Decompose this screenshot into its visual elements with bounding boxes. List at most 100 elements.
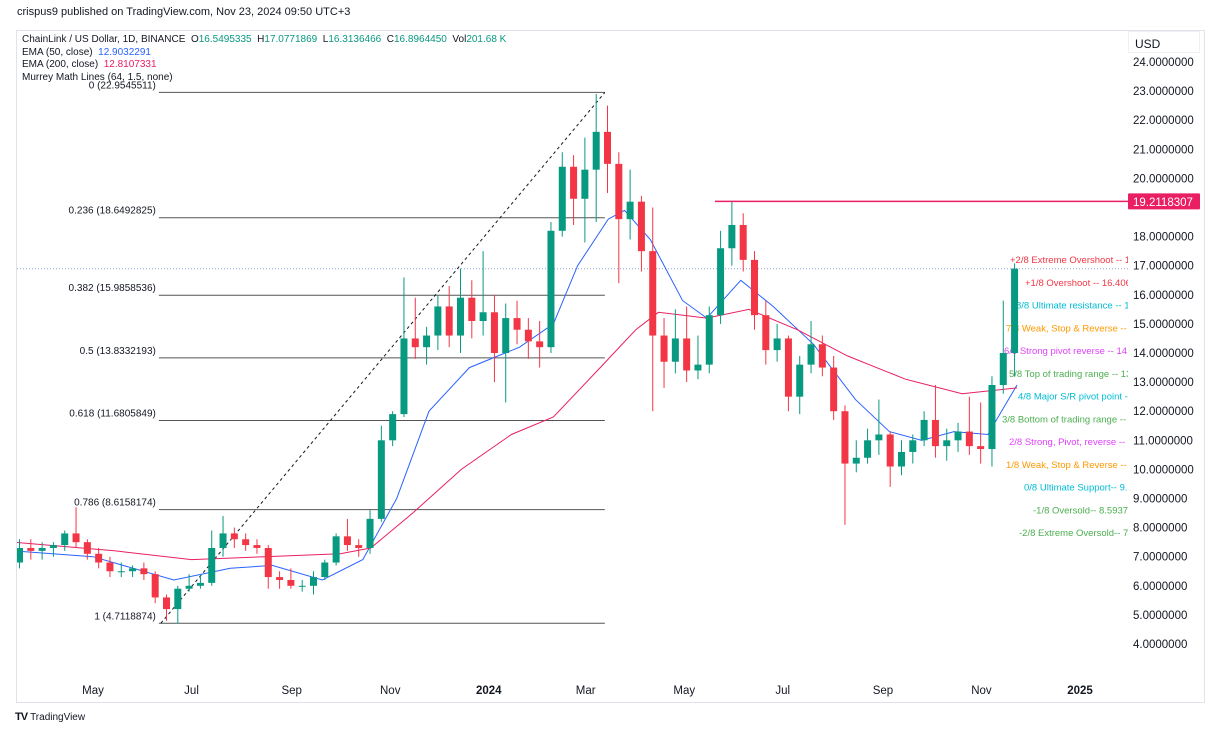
candle-down [490,294,498,383]
candle-body [163,597,170,610]
fib-label: 0.5 (13.8332193) [80,346,156,357]
candle-down [784,335,792,412]
candle-body [151,574,159,598]
candle-down [615,152,623,284]
candle-up [366,510,374,554]
candle-body [898,451,905,467]
time-tick-label: 2025 [1067,685,1093,697]
ema50-legend[interactable]: EMA (50, close) 12.9032291 [22,47,506,60]
candle-body [818,344,826,368]
candle-body [931,419,939,447]
price-tick-label: 10.0000000 [1133,464,1194,476]
candle-body [377,440,385,519]
price-tick-label: 9.0000000 [1133,494,1187,506]
candle-body [479,312,487,321]
candle-down [570,155,578,225]
candle-down [287,568,295,589]
candle-body [604,131,611,164]
candle-body [671,338,679,362]
candle-up [592,94,600,223]
candle-up [626,169,634,240]
candle-body [615,163,623,220]
murrey-level-label: 6/8 Strong pivot reverse -- 14 [1004,346,1127,357]
murrey-legend[interactable]: Murrey Math Lines (64, 1.5, none) [22,72,506,85]
high-label: H [257,34,265,45]
candle-body [117,571,125,573]
low-value: 16.3136466 [328,34,382,45]
fib-label: 0 (22.9545511) [89,80,156,91]
candle-down [230,527,238,548]
candle-up [898,440,905,476]
candle-down [762,300,770,365]
candle-down [95,547,103,569]
candle-body [717,248,725,316]
candle-body [954,431,962,441]
candle-up [400,277,408,418]
candle-body [637,201,645,252]
candle-body [445,306,453,336]
candle-body [513,318,521,330]
candle-body [875,434,883,441]
candle-body [276,577,284,580]
symbol-title[interactable]: ChainLink / US Dollar, 1D, BINANCE [22,34,186,45]
currency-label[interactable]: USD [1128,31,1200,53]
fib-label: 0.382 (15.9858536) [69,283,156,294]
candle-body [242,539,250,546]
candle-body [524,329,532,342]
price-tick-label: 7.0000000 [1133,552,1187,564]
candle-up [321,559,329,580]
candle-up [298,579,306,592]
candle-up [502,303,510,403]
candle-down [513,300,521,345]
candle-body [366,518,374,548]
close-value: 16.8964450 [394,34,447,45]
candle-body [61,533,69,546]
ema200-legend[interactable]: EMA (200, close) 12.8107331 [22,59,506,72]
candle-down [83,539,91,560]
price-tick-label: 11.0000000 [1133,435,1193,447]
candle-body [705,315,713,365]
candle-body [751,259,758,316]
price-marker-badge [1128,193,1200,210]
candle-up [208,530,216,586]
candle-up [547,222,555,353]
time-tick-label: Nov [380,685,401,697]
candle-body [321,562,329,578]
candle-up [219,515,227,557]
price-tick-label: 14.0000000 [1133,348,1194,360]
candle-down [524,318,532,359]
candle-body [129,568,137,572]
murrey-level-label: 2/8 Strong, Pivot, reverse -- 10 [1009,437,1138,448]
candle-body [287,579,295,586]
price-tick-label: 12.0000000 [1133,406,1194,418]
candle-up [581,137,589,243]
chart-pane[interactable] [16,30,1205,703]
candle-up [864,428,872,464]
candle-up [671,309,679,374]
murrey-level-label: +1/8 Overshoot -- 16.406 [1025,278,1131,289]
candle-down [931,385,939,458]
candle-body [434,306,442,336]
candle-down [411,297,419,359]
symbol-legend: ChainLink / US Dollar, 1D, BINANCE O16.5… [22,34,506,47]
candle-down [27,539,35,560]
candle-up [49,542,57,557]
candle-body [49,545,57,548]
candle-down [965,396,973,455]
candle-body [457,297,464,336]
candle-down [683,306,691,383]
candle-down [536,320,544,368]
candle-body [830,367,838,412]
chart-legend: ChainLink / US Dollar, 1D, BINANCE O16.5… [22,34,506,85]
candle-body [660,335,668,362]
fib-label: 0.236 (18.6492825) [69,206,156,217]
candle-down [751,251,758,330]
price-tick-label: 4.0000000 [1133,639,1187,651]
candle-body [773,338,781,351]
candle-body [17,547,23,563]
time-tick-label: 2024 [476,685,502,697]
fib-label: 0.618 (11.6805849) [69,408,156,419]
candle-down [140,562,148,580]
candle-body [1011,268,1019,353]
